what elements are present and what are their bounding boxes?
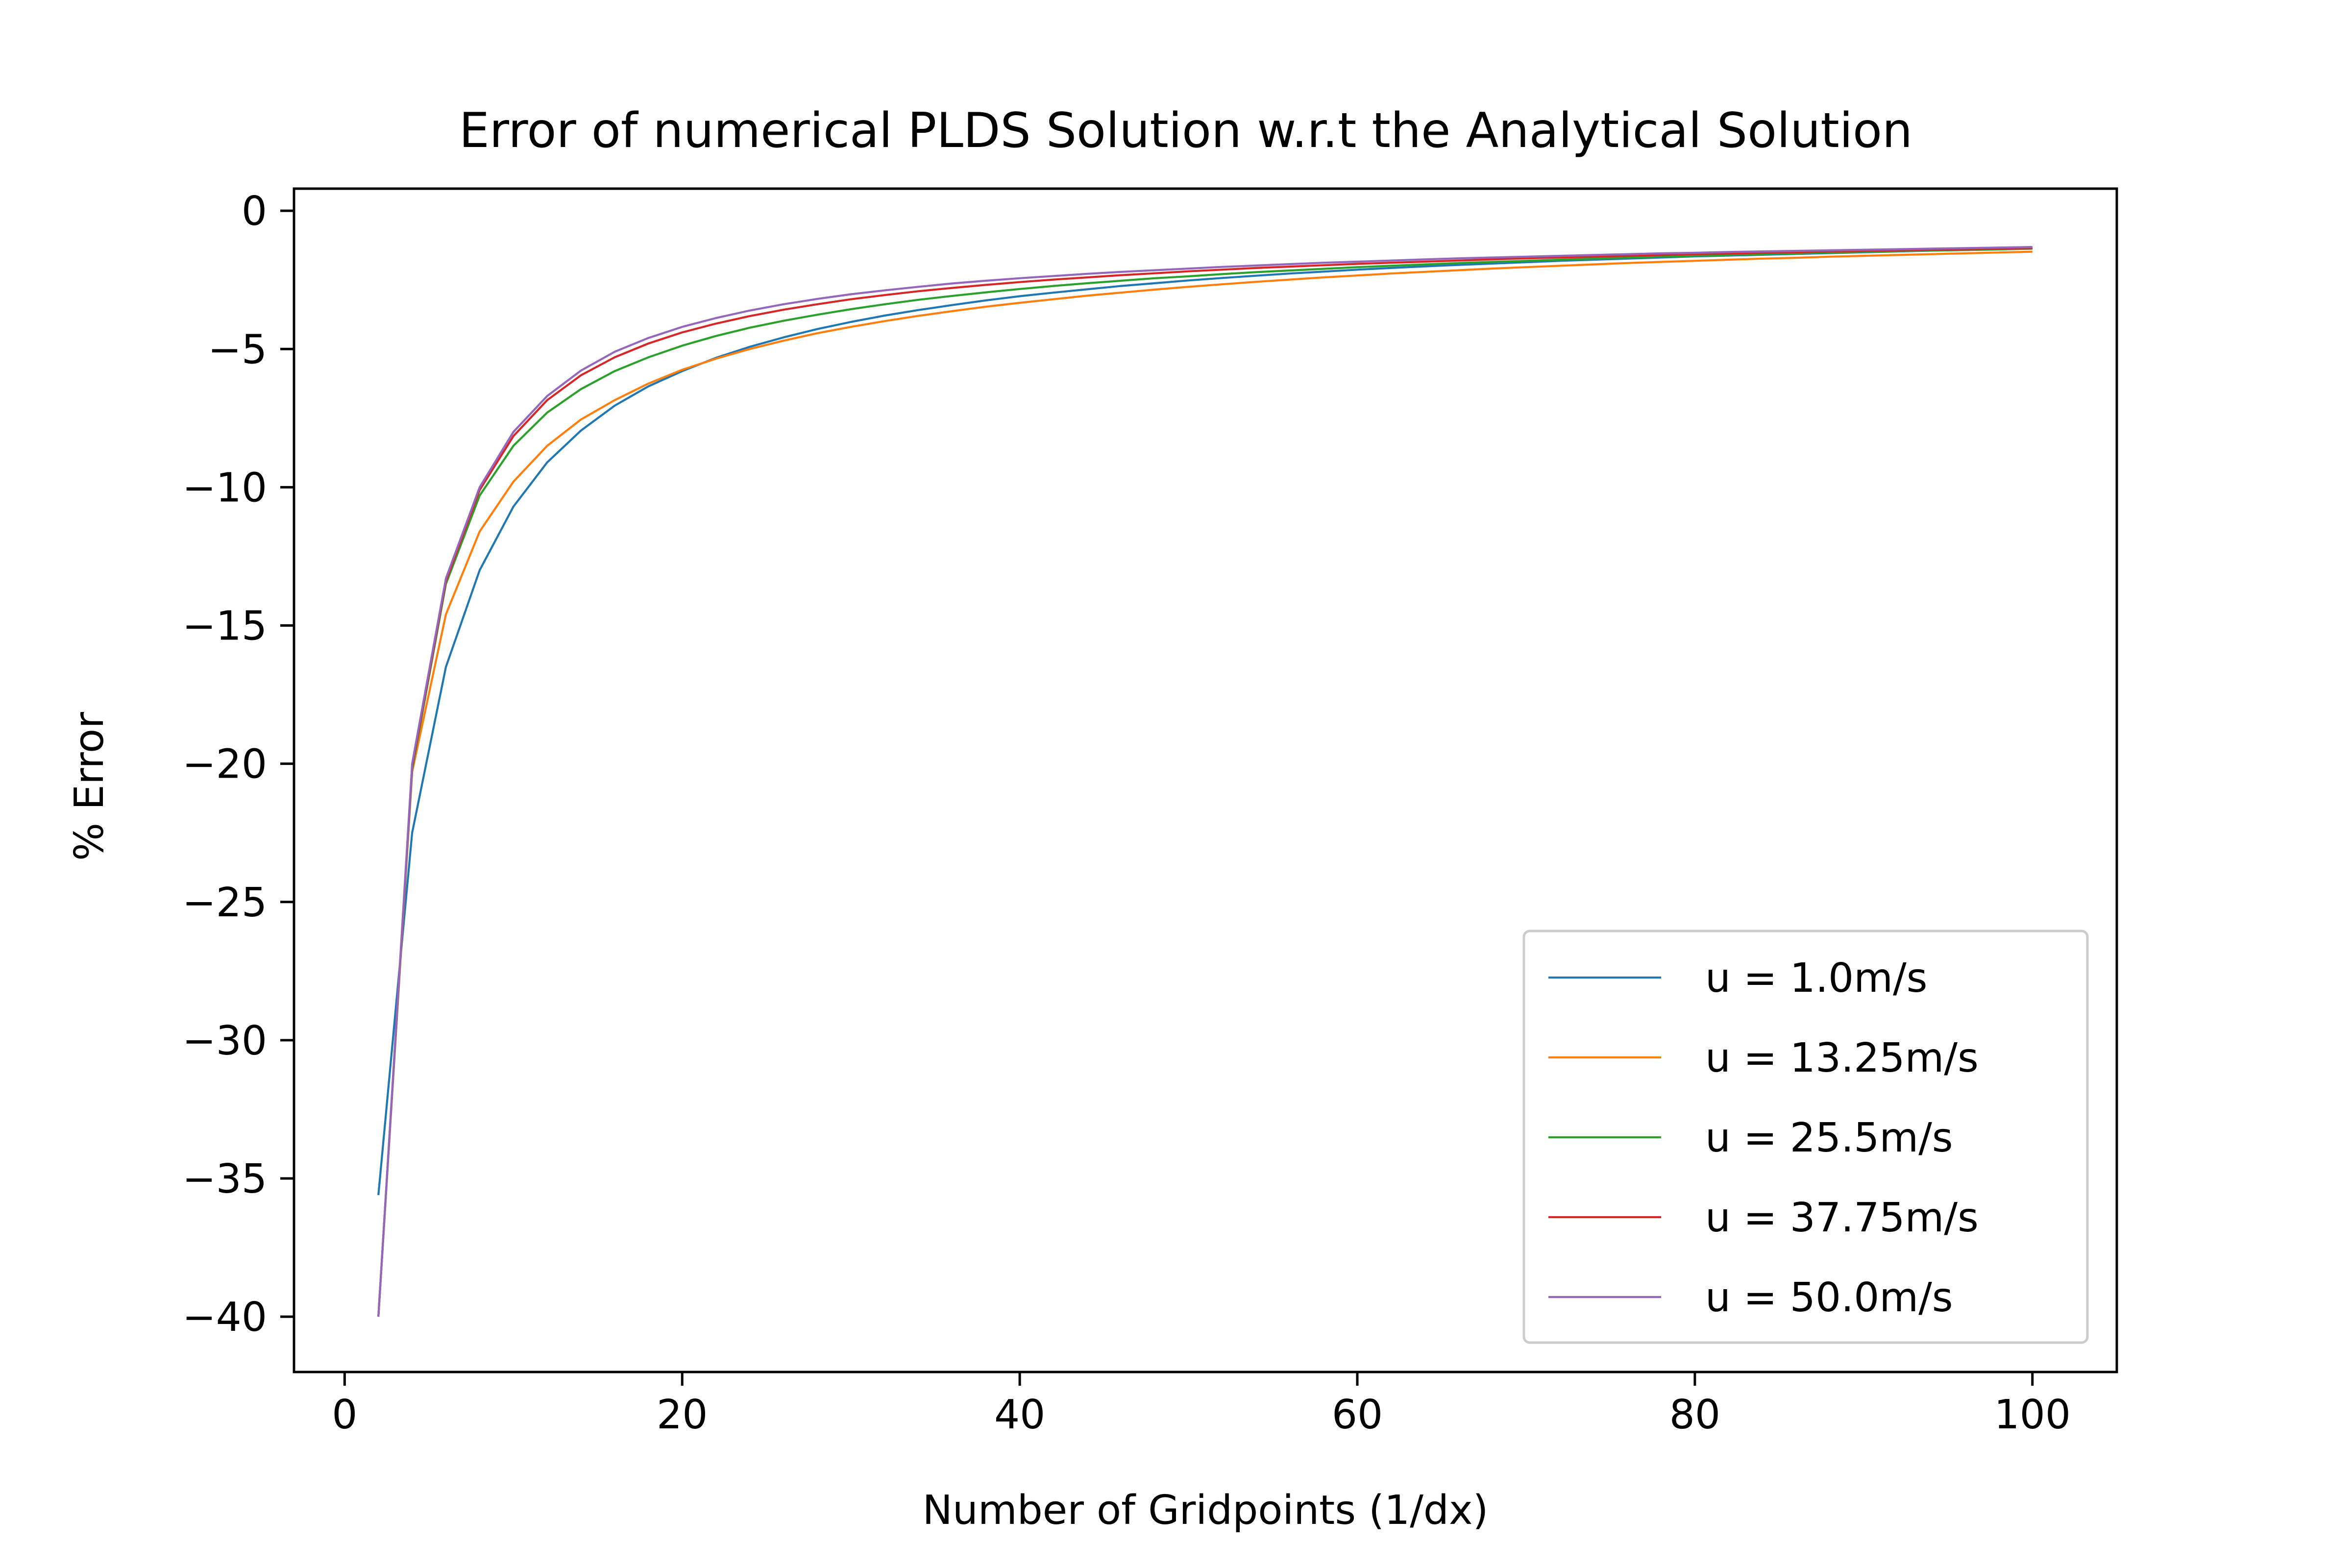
series-line-5 [377,246,2033,1317]
x-tick-label: 0 [332,1392,357,1438]
y-tick-label: −20 [182,741,267,788]
y-tick-label: −30 [182,1018,267,1064]
x-axis-label: Number of Gridpoints (1/dx) [923,1487,1489,1534]
y-tick-label: −25 [182,880,267,926]
series-line-3 [377,247,2033,1317]
y-tick-label: −10 [182,465,267,511]
legend-label-4: u = 37.75m/s [1705,1195,1979,1241]
series-line-2 [377,250,2033,1317]
plot-frame [293,187,2118,1373]
x-tick-label: 60 [1332,1392,1383,1438]
x-tick-label: 80 [1669,1392,1720,1438]
legend-label-3: u = 25.5m/s [1705,1115,1953,1161]
series-line-4 [377,247,2033,1317]
y-tick-label: −5 [208,326,267,373]
x-axis-ticks: 0 20 40 60 80 100 [332,1372,2071,1438]
legend-label-2: u = 13.25m/s [1705,1035,1979,1081]
legend-label-5: u = 50.0m/s [1705,1274,1953,1321]
y-axis-ticks: 0 −5 −10 −15 −20 −25 −30 −35 −40 [182,188,294,1341]
x-tick-label: 40 [994,1392,1045,1438]
legend: u = 1.0m/s u = 13.25m/s u = 25.5m/s u = 37.… [1522,930,2089,1344]
chart-title: Error of numerical PLDS Solution w.r.t t… [459,103,1912,159]
legend-box [1522,930,2089,1344]
series-layer [377,246,2033,1317]
y-tick-label: 0 [242,188,267,235]
legend-label-1: u = 1.0m/s [1705,955,1927,1002]
y-axis-label: % Error [66,712,113,861]
y-tick-label: −15 [182,603,267,650]
x-tick-label: 20 [657,1392,708,1438]
y-tick-label: −35 [182,1156,267,1202]
x-tick-label: 100 [1994,1392,2071,1438]
y-tick-label: −40 [182,1294,267,1341]
